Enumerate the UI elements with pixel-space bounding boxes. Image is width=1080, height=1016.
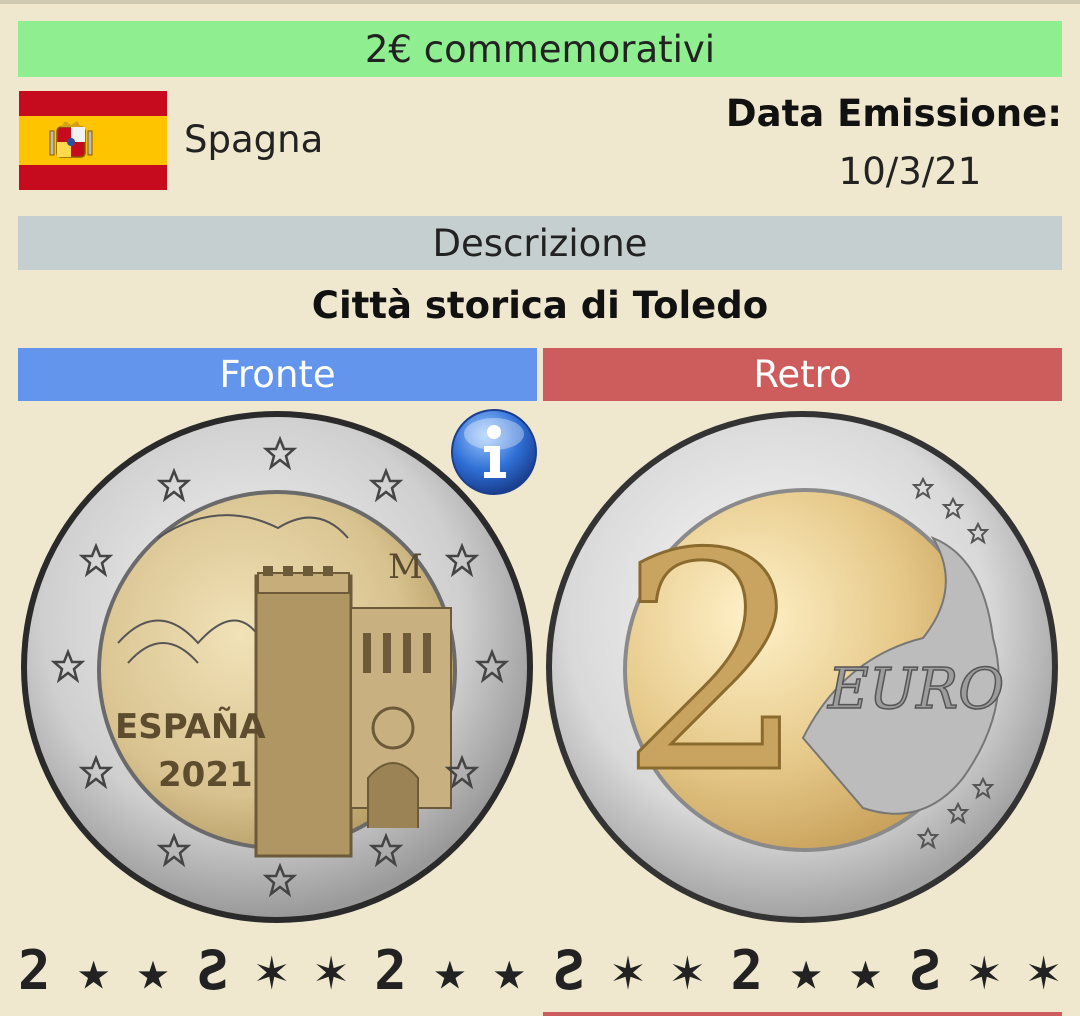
coin-title: Città storica di Toledo <box>311 284 769 327</box>
category-header: 2€ commemorativi <box>18 21 1062 77</box>
coin-country-text: ESPAÑA <box>115 706 266 747</box>
edge-symbol: Ƨ <box>196 938 231 1002</box>
edge-symbol: ★ <box>849 938 884 1002</box>
edge-symbol: 2 <box>374 938 409 1002</box>
edge-symbol: 2 <box>18 938 53 1002</box>
top-divider <box>0 0 1080 4</box>
mint-mark: M <box>388 547 423 587</box>
edge-symbol: ★ <box>433 938 469 1002</box>
coin-back-image[interactable]: 2 EURO <box>543 408 1061 926</box>
issue-date-value: 10/3/21 <box>838 150 982 193</box>
edge-symbol: Ƨ <box>908 938 944 1002</box>
edge-symbol: ✶ <box>611 938 647 1002</box>
front-label: Fronte <box>219 353 336 396</box>
edge-symbol: ✶ <box>968 938 1003 1002</box>
edge-symbol: ✶ <box>314 938 350 1002</box>
info-icon[interactable] <box>450 408 538 496</box>
description-header: Descrizione <box>18 216 1062 270</box>
coin-unit-text: EURO <box>827 657 1004 722</box>
back-label: Retro <box>753 353 852 396</box>
edge-symbol: ★ <box>493 938 528 1002</box>
edge-symbol: ✶ <box>671 938 706 1002</box>
edge-symbol: ✶ <box>255 938 291 1002</box>
tab-front[interactable]: Fronte <box>18 348 537 401</box>
coin-front-image[interactable]: M ESPAÑA 2021 <box>18 408 536 926</box>
edge-symbol: ★ <box>789 938 825 1002</box>
edge-symbol: ★ <box>77 938 112 1002</box>
edge-symbol: Ƨ <box>552 938 587 1002</box>
spain-flag-icon <box>19 91 167 190</box>
country-name: Spagna <box>184 118 324 161</box>
bottom-divider <box>543 1012 1062 1016</box>
edge-symbol: ★ <box>136 938 172 1002</box>
issue-date-label: Data Emissione: <box>725 92 1062 135</box>
coin-year-text: 2021 <box>158 755 253 795</box>
coin-edge-inscription: 2 ★ ★ Ƨ ✶ ✶ 2 ★ ★ Ƨ ✶ ✶ 2 ★ ★ Ƨ ✶ ✶ <box>18 935 1062 1005</box>
coin-value-text: 2 <box>618 490 809 839</box>
edge-symbol: ✶ <box>1027 938 1062 1002</box>
tab-back[interactable]: Retro <box>543 348 1062 401</box>
edge-symbol: 2 <box>730 938 766 1002</box>
category-label: 2€ commemorativi <box>364 27 716 71</box>
description-label: Descrizione <box>432 221 648 265</box>
